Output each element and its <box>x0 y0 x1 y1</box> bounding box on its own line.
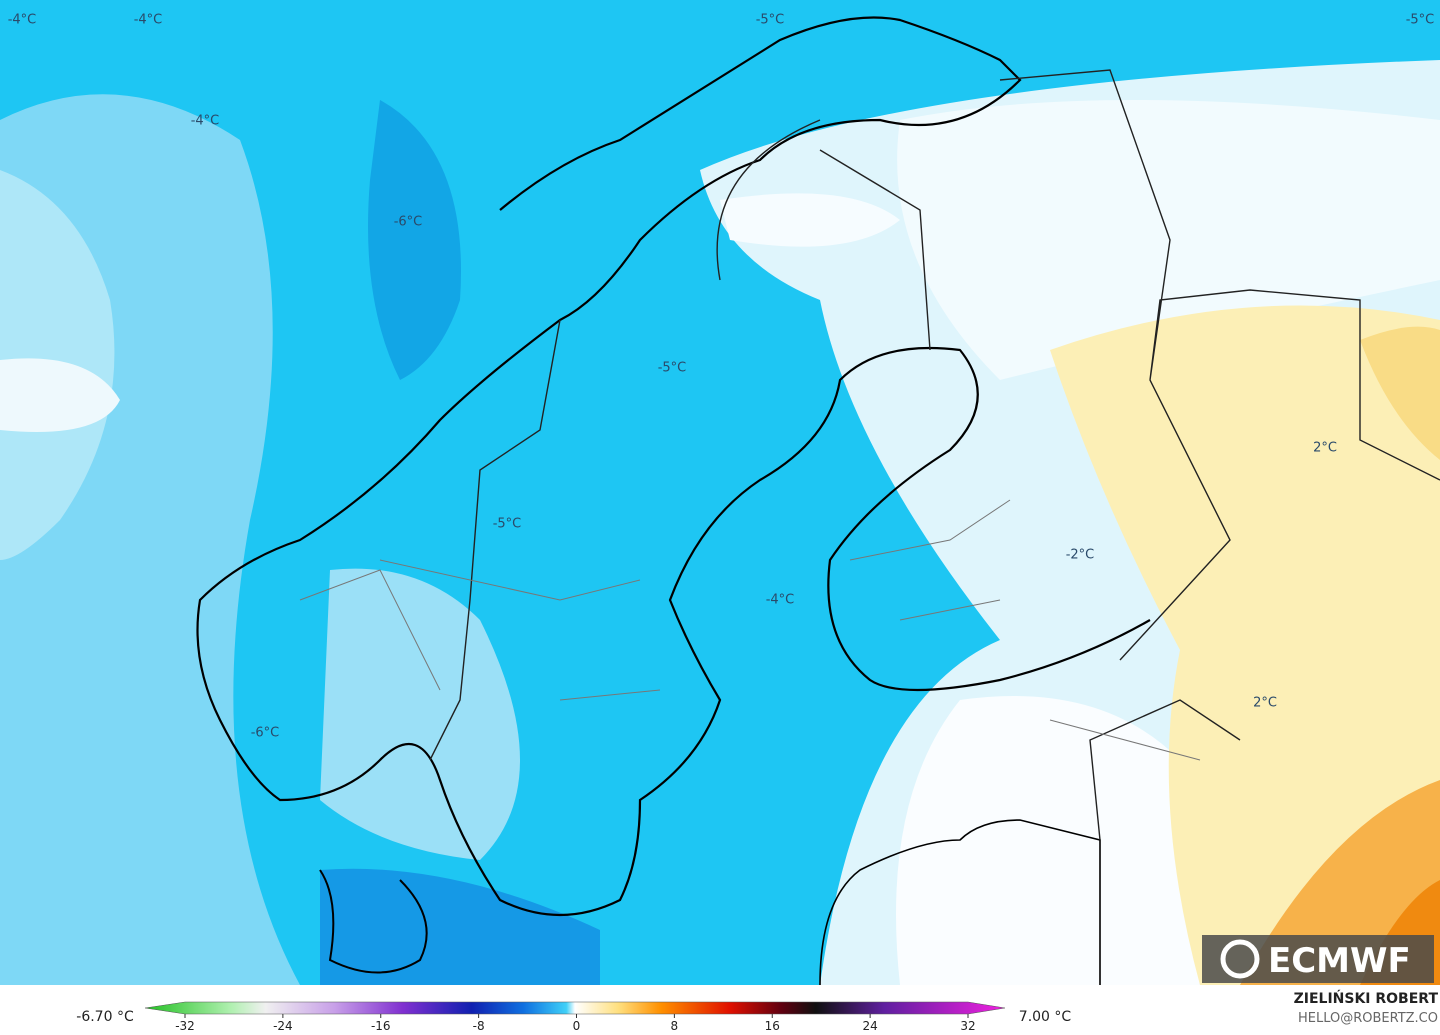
temperature-label: -5°C <box>1406 13 1435 28</box>
logo-text: ECMWF <box>1268 941 1411 981</box>
temperature-label: -4°C <box>8 13 37 28</box>
colorbar-tick-label: 16 <box>765 1019 780 1033</box>
author: ZIELIŃSKI ROBERT <box>1294 989 1439 1007</box>
colorbar-tick-label: 8 <box>671 1019 679 1033</box>
temperature-label: -5°C <box>658 361 687 376</box>
temperature-label: 2°C <box>1313 441 1337 456</box>
temperature-label: -5°C <box>756 13 785 28</box>
colorbar-tick-label: 24 <box>862 1019 877 1033</box>
colorbar-tick-label: -32 <box>175 1019 195 1033</box>
temperature-label: 2°C <box>1253 696 1277 711</box>
colorbar-tick-label: 32 <box>960 1019 975 1033</box>
temperature-label: -2°C <box>1066 548 1095 563</box>
contact: HELLO@ROBERTZ.CO <box>1298 1011 1438 1026</box>
temperature-label: -6°C <box>251 726 280 741</box>
logo-icon <box>1220 939 1260 979</box>
map <box>0 0 1440 986</box>
temperature-label: -5°C <box>493 517 522 532</box>
colorbar-min: -6.70 °C <box>76 1009 134 1025</box>
temperature-label: -4°C <box>766 593 795 608</box>
colorbar-tick-label: -16 <box>371 1019 391 1033</box>
colorbar-tick-label: 0 <box>573 1019 581 1033</box>
colorbar-max: 7.00 °C <box>1019 1009 1072 1025</box>
temperature-label: -4°C <box>134 13 163 28</box>
colorbar-tick-label: -8 <box>473 1019 485 1033</box>
temperature-label: -6°C <box>394 215 423 230</box>
temperature-label: -4°C <box>191 114 220 129</box>
colorbar <box>144 1001 1006 1015</box>
colorbar-tick-label: -24 <box>273 1019 293 1033</box>
